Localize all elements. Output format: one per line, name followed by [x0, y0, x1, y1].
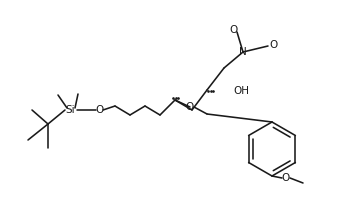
Text: OH: OH: [233, 86, 249, 96]
Text: N: N: [239, 47, 247, 57]
Text: O: O: [269, 40, 277, 50]
Text: O: O: [230, 25, 238, 35]
Text: Si: Si: [65, 105, 75, 115]
Text: O: O: [186, 102, 194, 112]
Text: O: O: [282, 173, 290, 183]
Text: O: O: [96, 105, 104, 115]
